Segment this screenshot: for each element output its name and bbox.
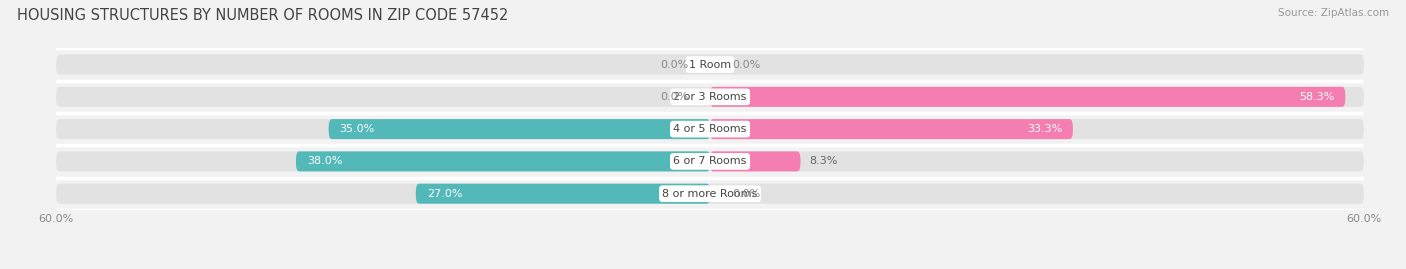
Text: Source: ZipAtlas.com: Source: ZipAtlas.com <box>1278 8 1389 18</box>
Text: 8.3%: 8.3% <box>810 156 838 167</box>
FancyBboxPatch shape <box>56 151 1364 171</box>
Text: 1 Room: 1 Room <box>689 59 731 70</box>
FancyBboxPatch shape <box>416 184 710 204</box>
FancyBboxPatch shape <box>710 151 800 171</box>
Text: 27.0%: 27.0% <box>427 189 463 199</box>
Text: 6 or 7 Rooms: 6 or 7 Rooms <box>673 156 747 167</box>
FancyBboxPatch shape <box>329 119 710 139</box>
FancyBboxPatch shape <box>710 119 1073 139</box>
Text: 58.3%: 58.3% <box>1299 92 1334 102</box>
FancyBboxPatch shape <box>710 87 1346 107</box>
Text: 38.0%: 38.0% <box>307 156 342 167</box>
Text: 0.0%: 0.0% <box>659 59 689 70</box>
FancyBboxPatch shape <box>56 55 1364 75</box>
Text: 0.0%: 0.0% <box>731 59 761 70</box>
FancyBboxPatch shape <box>56 184 1364 204</box>
Text: 35.0%: 35.0% <box>340 124 375 134</box>
Text: 33.3%: 33.3% <box>1026 124 1062 134</box>
Text: 4 or 5 Rooms: 4 or 5 Rooms <box>673 124 747 134</box>
Text: 0.0%: 0.0% <box>659 92 689 102</box>
Text: HOUSING STRUCTURES BY NUMBER OF ROOMS IN ZIP CODE 57452: HOUSING STRUCTURES BY NUMBER OF ROOMS IN… <box>17 8 508 23</box>
FancyBboxPatch shape <box>56 119 1364 139</box>
FancyBboxPatch shape <box>295 151 710 171</box>
Text: 2 or 3 Rooms: 2 or 3 Rooms <box>673 92 747 102</box>
Text: 0.0%: 0.0% <box>731 189 761 199</box>
FancyBboxPatch shape <box>56 87 1364 107</box>
Text: 8 or more Rooms: 8 or more Rooms <box>662 189 758 199</box>
